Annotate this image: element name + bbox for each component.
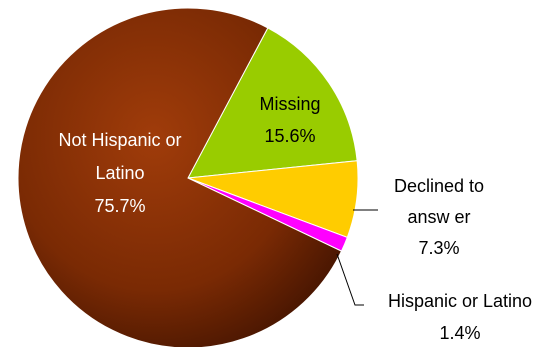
pie-slice-missing [187, 27, 358, 179]
label-not-hispanic-value: 75.7% [94, 196, 145, 216]
label-not-hispanic-name-2: Latino [95, 163, 144, 183]
pie-slices [17, 7, 359, 347]
label-not-hispanic-name: Not Hispanic or [58, 130, 181, 150]
label-declined-name: Declined to [394, 176, 484, 196]
label-declined-name-2: answ er [407, 207, 470, 227]
leader-line-hispanic [336, 253, 364, 306]
pie-slice-not-hispanic-or-latino [17, 7, 343, 347]
label-hispanic-value: 1.4% [439, 323, 480, 343]
label-missing-value: 15.6% [264, 126, 315, 146]
label-hispanic-name: Hispanic or Latino [388, 291, 532, 311]
leader-lines [336, 209, 378, 306]
label-declined-value: 7.3% [418, 238, 459, 258]
label-missing-name: Missing [259, 94, 320, 114]
